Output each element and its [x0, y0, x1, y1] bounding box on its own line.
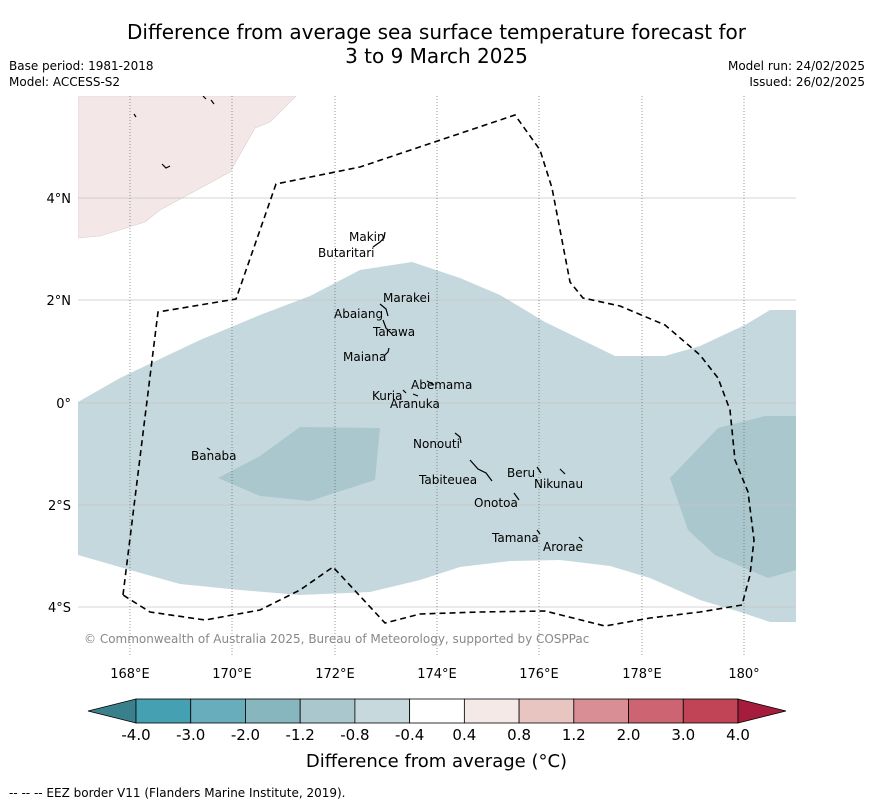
colorbar: -4.0 -3.0 -2.0 -1.2 -0.8 -0.4 0.4 0.8 1.2 2.0 3.0 4… — [87, 698, 787, 744]
colorbar-title-unit: °C) — [538, 751, 568, 772]
colorbar-tick-label: -2.0 — [231, 726, 260, 744]
island-label-tabiteuea: Tabiteuea — [418, 473, 477, 487]
y-tick-label: 2°N — [47, 294, 72, 309]
colorbar-swatch — [573, 698, 629, 724]
island-labels: Makin Butaritari Marakei Abaiang Tarawa … — [191, 230, 583, 554]
meta-right: Model run: 24/02/2025 Issued: 26/02/2025 — [728, 58, 865, 90]
island-label-nonouti: Nonouti — [413, 437, 460, 451]
title-line-2: 3 to 9 March 2025 — [345, 44, 528, 68]
base-period: Base period: 1981-2018 — [9, 59, 154, 73]
longitude-gridlines — [129, 96, 745, 656]
colorbar-swatch — [409, 698, 465, 724]
eez-footnote: -- -- -- EEZ border V11 (Flanders Marine… — [9, 786, 346, 800]
colorbar-title-text: Difference from average ( — [305, 751, 539, 772]
colorbar-tick-label: -1.2 — [286, 726, 315, 744]
model-run: Model run: 24/02/2025 — [727, 59, 865, 73]
island-label-marakei: Marakei — [383, 291, 430, 305]
colorbar-extend-low — [87, 698, 137, 724]
island-label-onotoa: Onotoa — [474, 496, 518, 510]
colorbar-tick-label: -0.4 — [395, 726, 424, 744]
island-label-kuria: Kuria — [372, 389, 403, 403]
y-tick-label: 0° — [56, 397, 71, 412]
island-label-tamana: Tamana — [491, 531, 539, 545]
colorbar-tick-label: 1.2 — [562, 726, 586, 744]
model-name: Model: ACCESS-S2 — [9, 75, 121, 89]
colorbar-swatch — [518, 698, 575, 724]
y-tick-label: 2°S — [48, 499, 71, 514]
x-tick-label: 176°E — [519, 667, 559, 682]
island-label-tarawa: Tarawa — [372, 325, 415, 339]
x-tick-label: 172°E — [315, 667, 355, 682]
colorbar-extend-high — [737, 698, 787, 724]
x-tick-label: 180° — [728, 667, 759, 682]
map-panel — [78, 96, 796, 656]
warm-anomaly-region — [78, 96, 297, 239]
x-tick-label: 178°E — [622, 667, 662, 682]
cool-anomaly-patch-west — [218, 427, 380, 501]
colorbar-swatch — [682, 698, 739, 724]
island-label-arorae: Arorae — [543, 540, 583, 554]
colorbar-swatch — [135, 698, 192, 724]
colorbar-swatch — [463, 698, 520, 724]
colorbar-tick-label: -3.0 — [176, 726, 205, 744]
colorbar-tick-label: 2.0 — [617, 726, 641, 744]
y-tick-label: 4°S — [48, 601, 71, 616]
island-label-abemama: Abemama — [411, 378, 472, 392]
eez-border — [122, 114, 755, 627]
y-axis-ticks: 4°N 2°N 0° 2°S 4°S — [47, 192, 72, 616]
island-label-aranuka: Aranuka — [390, 397, 440, 411]
island-label-beru: Beru — [507, 466, 535, 480]
island-label-maiana: Maiana — [343, 350, 386, 364]
colorbar-swatch — [245, 698, 301, 724]
island-label-nikunau: Nikunau — [534, 477, 583, 491]
island-shapes — [133, 96, 584, 542]
issued-date: Issued: 26/02/2025 — [749, 75, 865, 89]
title-line-1: Difference from average sea surface temp… — [126, 20, 746, 44]
meta-left: Base period: 1981-2018 Model: ACCESS-S2 — [9, 58, 154, 90]
island-label-makin: Makin — [349, 230, 385, 244]
x-tick-label: 168°E — [110, 667, 150, 682]
colorbar-tick-label: 0.4 — [452, 726, 476, 744]
colorbar-swatch — [190, 698, 246, 724]
colorbar-tick-label: 0.8 — [507, 726, 531, 744]
colorbar-swatch — [628, 698, 684, 724]
island-label-abaiang: Abaiang — [334, 307, 383, 321]
map-title: Difference from average sea surface temp… — [0, 20, 873, 68]
y-tick-label: 4°N — [47, 192, 72, 207]
colorbar-swatch — [354, 698, 411, 724]
colorbar-swatch — [299, 698, 356, 724]
island-label-banaba: Banaba — [191, 449, 237, 463]
x-axis-ticks: 168°E 170°E 172°E 174°E 176°E 178°E 180° — [110, 667, 759, 682]
x-tick-label: 174°E — [417, 667, 457, 682]
colorbar-tick-label: -0.8 — [340, 726, 369, 744]
colorbar-tick-label: 3.0 — [671, 726, 695, 744]
colorbar-tick-label: -4.0 — [121, 726, 150, 744]
colorbar-tick-label: 4.0 — [726, 726, 750, 744]
copyright-notice: © Commonwealth of Australia 2025, Bureau… — [84, 632, 590, 646]
colorbar-title: Difference from average (°C) — [0, 751, 873, 772]
cool-anomaly-patch-east — [670, 416, 796, 578]
island-label-butaritari: Butaritari — [318, 246, 375, 260]
x-tick-label: 170°E — [212, 667, 252, 682]
